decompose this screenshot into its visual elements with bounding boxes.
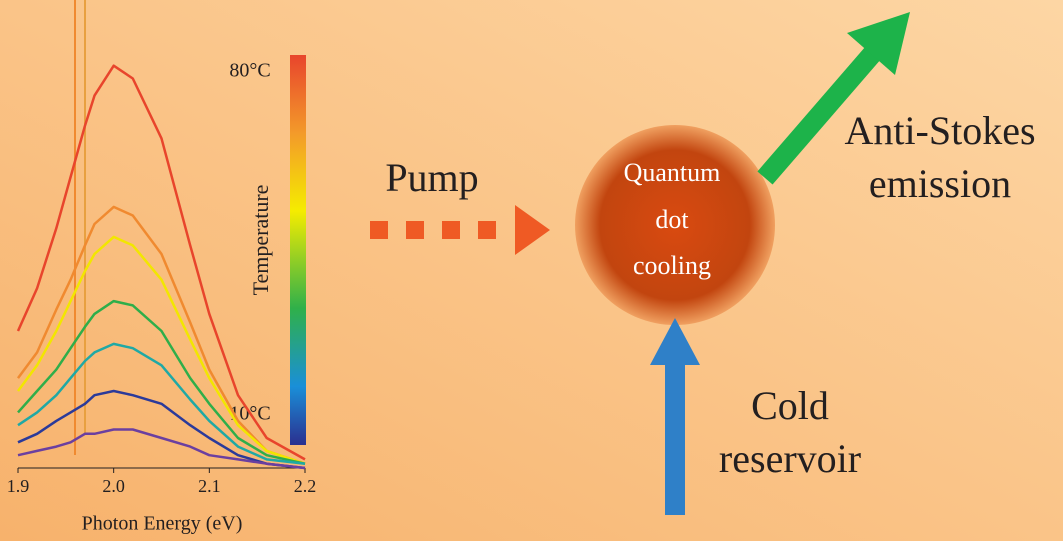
x-axis-label: Photon Energy (eV) bbox=[82, 513, 243, 535]
reservoir-label: Cold bbox=[751, 383, 829, 428]
x-tick-label: 2.1 bbox=[198, 476, 221, 496]
x-tick-label: 1.9 bbox=[7, 476, 30, 496]
background bbox=[0, 0, 1063, 541]
reservoir-label: reservoir bbox=[719, 436, 861, 481]
dot-label: dot bbox=[655, 205, 689, 234]
colorbar-max: 80°C bbox=[229, 60, 270, 82]
colorbar bbox=[290, 55, 306, 445]
x-tick-label: 2.0 bbox=[102, 476, 125, 496]
pump-label: Pump bbox=[385, 155, 478, 200]
emission-label: Anti-Stokes bbox=[844, 108, 1035, 153]
dot-label: cooling bbox=[633, 251, 711, 280]
colorbar-label: Temperature bbox=[248, 185, 273, 296]
dot-label: Quantum bbox=[624, 158, 721, 187]
x-tick-label: 2.2 bbox=[294, 476, 317, 496]
figure: 80°C 10°C Temperature Photon Energy (eV)… bbox=[0, 0, 1063, 541]
emission-label: emission bbox=[869, 161, 1011, 206]
